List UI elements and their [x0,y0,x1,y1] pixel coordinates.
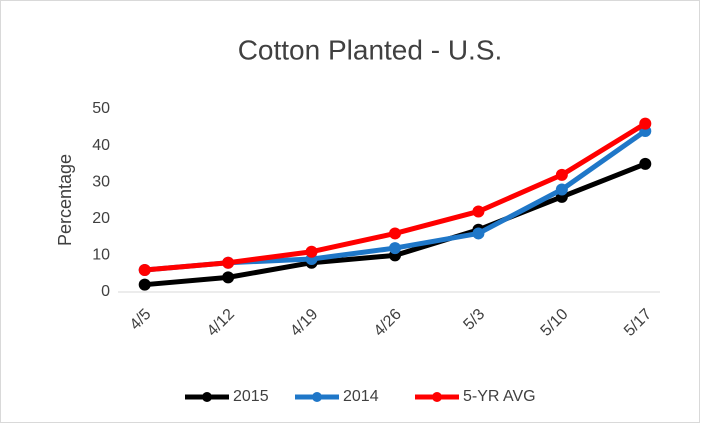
y-tick-label: 10 [92,247,110,264]
y-tick-label: 0 [101,283,110,300]
point-marker [389,242,401,255]
legend-marker [432,392,442,402]
legend-marker [202,392,212,402]
point-marker [222,256,235,269]
point-marker [472,227,485,240]
y-axis-label: Percentage [55,154,75,246]
point-marker [138,278,151,291]
point-marker [472,205,485,218]
point-marker [555,183,568,196]
point-marker [639,117,652,130]
y-tick-label: 50 [92,100,110,117]
legend-marker [312,392,322,402]
point-marker [389,227,401,240]
point-marker [138,264,151,277]
y-tick-label: 40 [92,137,110,154]
point-marker [222,271,235,284]
point-marker [555,168,568,181]
y-tick-label: 30 [92,173,110,190]
legend-label: 2014 [343,388,379,405]
legend-label: 5-YR AVG [463,388,536,405]
y-tick-label: 20 [92,210,110,227]
point-marker [305,245,318,258]
legend-label: 2015 [233,388,269,405]
chart-title: Cotton Planted - U.S. [238,34,503,65]
point-marker [639,157,652,170]
